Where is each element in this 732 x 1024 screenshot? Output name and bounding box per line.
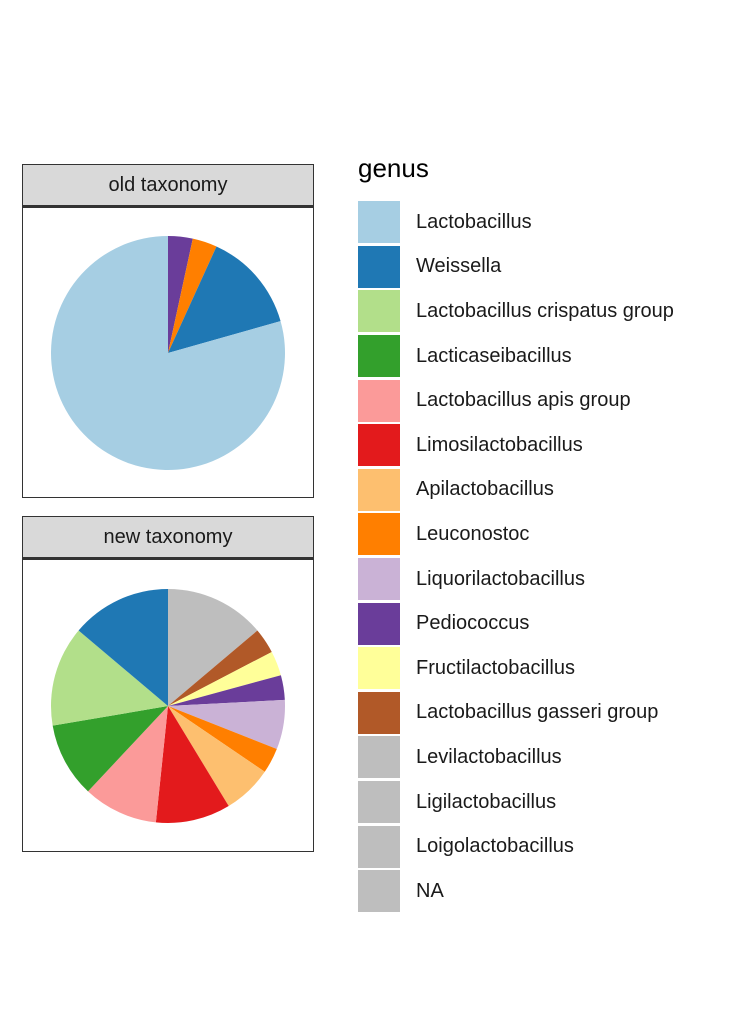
legend-swatch [358, 468, 400, 511]
pie-slice [168, 706, 277, 772]
legend-entry: Ligilactobacillus [358, 780, 674, 825]
legend-entry: Liquorilactobacillus [358, 557, 674, 602]
facet-new-taxonomy: new taxonomy [22, 516, 314, 852]
legend-items: Lactobacillus Weissella Lactobacillus cris… [358, 200, 674, 914]
pie-slice [168, 238, 217, 353]
legend-entry: Lactobacillus [358, 200, 674, 245]
legend-swatch [358, 379, 400, 422]
legend-swatch [358, 513, 400, 556]
legend: genus Lactobacillus Weissella Lactobacillu… [358, 148, 674, 914]
legend-swatch [358, 424, 400, 467]
pie-slice [168, 651, 281, 706]
legend-label: NA [416, 879, 444, 902]
legend-entry: Loigolactobacillus [358, 824, 674, 869]
legend-swatch [358, 335, 400, 378]
legend-label: Ligilactobacillus [416, 790, 557, 813]
pie-slice [87, 706, 168, 823]
legend-label: Apilactobacillus [416, 478, 554, 501]
legend-label: Lactobacillus gasseri group [416, 701, 659, 724]
legend-entry: Levilactobacillus [358, 735, 674, 780]
legend-swatch [358, 736, 400, 779]
legend-label: Lactobacillus crispatus group [416, 299, 674, 322]
pie-slice [78, 589, 168, 706]
legend-label: Lacticaseibacillus [416, 344, 572, 367]
legend-entry: Limosilactobacillus [358, 423, 674, 468]
legend-swatch [358, 691, 400, 734]
pie-slice [168, 699, 285, 750]
legend-swatch [358, 647, 400, 690]
legend-entry: NA [358, 869, 674, 914]
legend-entry: Weissella [358, 245, 674, 290]
legend-swatch [358, 201, 400, 244]
legend-entry: Lactobacillus apis group [358, 378, 674, 423]
facet-panel [22, 206, 314, 498]
legend-swatch [358, 290, 400, 333]
pie-slice [168, 630, 272, 706]
legend-label: Weissella [416, 255, 502, 278]
pie-slice [168, 589, 258, 706]
legend-swatch [358, 781, 400, 824]
legend-swatch [358, 602, 400, 645]
pie-slice [51, 236, 286, 470]
legend-swatch [358, 825, 400, 868]
legend-label: Limosilactobacillus [416, 433, 583, 456]
legend-label: Pediococcus [416, 612, 530, 635]
legend-swatch [358, 245, 400, 288]
legend-label: Levilactobacillus [416, 745, 562, 768]
facet-strip-title: old taxonomy [22, 164, 314, 206]
legend-entry: Fructilactobacillus [358, 646, 674, 691]
legend-entry: Lacticaseibacillus [358, 334, 674, 379]
legend-swatch [358, 558, 400, 601]
legend-entry: Leuconostoc [358, 512, 674, 557]
pie-chart-old-taxonomy [51, 236, 286, 470]
pie-slice [52, 706, 169, 792]
legend-entry: Apilactobacillus [358, 468, 674, 513]
legend-label: Lactobacillus apis group [416, 389, 631, 412]
pie-slice [155, 706, 229, 823]
legend-title: genus [358, 153, 429, 183]
pie-slice [168, 246, 281, 353]
pie-slice [168, 706, 265, 807]
legend-label: Fructilactobacillus [416, 656, 575, 679]
facet-old-taxonomy: old taxonomy [22, 164, 314, 498]
legend-entry: Lactobacillus crispatus group [358, 289, 674, 334]
pie-slice [168, 236, 193, 353]
pie-slice [50, 630, 168, 726]
legend-entry: Pediococcus [358, 601, 674, 646]
legend-entry: Lactobacillus gasseri group [358, 691, 674, 736]
facet-strip-title: new taxonomy [22, 516, 314, 558]
legend-label: Lactobacillus [416, 210, 532, 233]
legend-label: Leuconostoc [416, 522, 530, 545]
legend-label: Loigolactobacillus [416, 835, 574, 858]
facet-panel [22, 558, 314, 852]
legend-swatch [358, 870, 400, 913]
legend-label: Liquorilactobacillus [416, 567, 585, 590]
pie-chart-new-taxonomy [50, 589, 285, 823]
pie-slice [168, 675, 285, 706]
